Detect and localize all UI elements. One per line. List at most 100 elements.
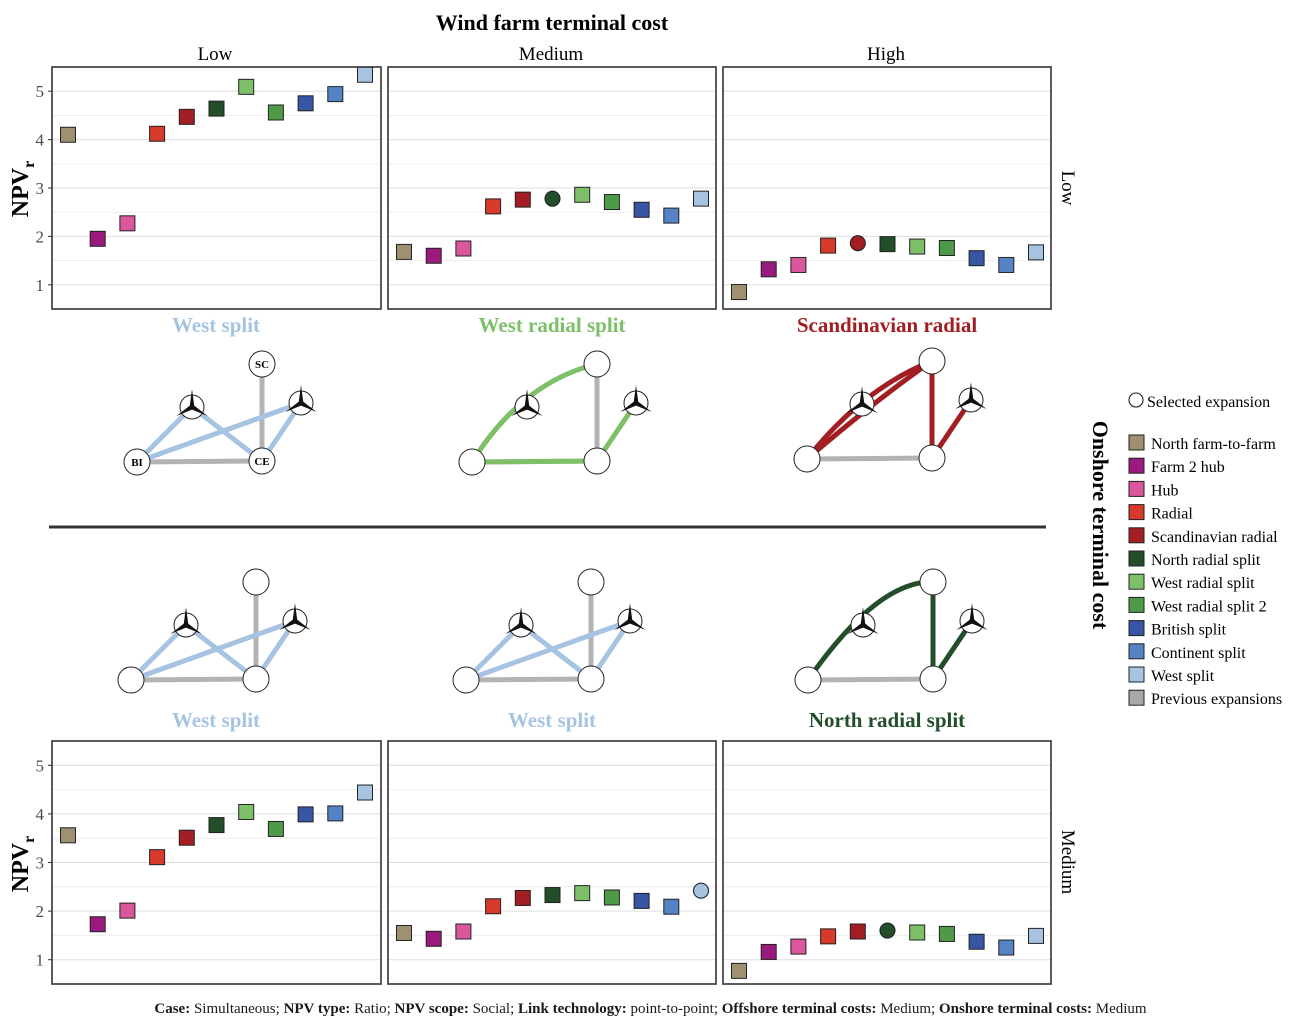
legend-label: Continent split <box>1151 645 1246 662</box>
row-label: Low <box>1057 171 1078 206</box>
panel-medium-medium <box>387 740 717 985</box>
turbine-icon <box>620 385 652 416</box>
y-tick-label: 1 <box>36 276 45 295</box>
footer-value: Social; <box>468 1001 518 1017</box>
turbine-icon <box>846 386 878 417</box>
selected-point <box>544 190 561 207</box>
data-point <box>60 126 76 143</box>
data-point <box>760 261 777 278</box>
turbine-icon <box>285 385 317 416</box>
footer-value: Medium <box>1092 1001 1147 1017</box>
data-point <box>820 928 837 945</box>
data-point <box>327 805 344 822</box>
legend-label: North farm-to-farm <box>1151 436 1276 453</box>
turbine-icon <box>511 389 543 420</box>
data-point <box>267 104 284 121</box>
network-node <box>918 444 946 472</box>
network-node <box>583 350 611 378</box>
data-point <box>297 806 314 823</box>
y-tick-label: 3 <box>36 179 45 198</box>
data-point <box>603 889 620 906</box>
data-point <box>485 198 502 215</box>
network-link <box>518 622 594 682</box>
data-point <box>693 190 709 207</box>
data-point <box>663 898 680 915</box>
selected-point <box>692 882 710 899</box>
network-node <box>117 666 145 694</box>
legend-swatch <box>1128 480 1145 497</box>
data-point <box>178 829 195 846</box>
network-node <box>577 568 605 596</box>
network-node <box>242 568 270 596</box>
data-point <box>633 201 650 218</box>
data-point <box>633 892 650 909</box>
network-link <box>128 618 298 683</box>
footer-value: Ratio; <box>350 1001 395 1017</box>
figure-title: Wind farm terminal cost <box>436 10 669 35</box>
y-tick-label: 3 <box>36 854 45 873</box>
y-axis-title: NPVr <box>8 161 38 217</box>
network-diagram <box>458 350 652 476</box>
column-label: Low <box>198 44 233 65</box>
network-link <box>189 404 265 464</box>
turbine-icon <box>505 607 537 638</box>
y-tick-label: 4 <box>36 805 45 824</box>
data-point <box>267 820 284 837</box>
data-point <box>909 238 926 255</box>
data-point <box>998 256 1015 273</box>
data-point <box>89 230 106 247</box>
network-diagram <box>793 347 987 473</box>
legend-swatch <box>1128 643 1145 660</box>
footer-value: Medium; <box>876 1001 939 1017</box>
right-axis-title: Onshore terminal cost <box>1088 421 1113 630</box>
data-point <box>238 78 255 95</box>
data-point <box>514 889 531 906</box>
network-node <box>452 666 480 694</box>
legend: Selected expansion North farm-to-farm Farm… <box>1128 392 1282 708</box>
footer-key: Link technology: <box>518 1001 627 1017</box>
data-point <box>731 284 747 301</box>
diagram-title: West split <box>508 708 596 732</box>
network-node <box>583 447 611 475</box>
node-label: CE <box>254 456 269 468</box>
network-diagram: BI CE SC <box>123 350 317 476</box>
data-point <box>938 240 955 257</box>
panel-medium-high <box>722 740 1052 985</box>
panel-low-medium <box>387 66 717 310</box>
y-tick-label: 2 <box>36 227 45 246</box>
network-diagram <box>117 568 311 694</box>
network-link <box>805 676 936 683</box>
legend-swatch <box>1128 573 1145 590</box>
legend-swatch <box>1128 504 1145 521</box>
legend-label: West radial split 2 <box>1151 598 1267 615</box>
column-label: Medium <box>519 44 584 65</box>
legend-label: Scandinavian radial <box>1151 529 1278 546</box>
data-point <box>790 256 807 273</box>
data-point <box>968 933 985 950</box>
data-point <box>297 95 314 112</box>
data-point <box>820 237 837 254</box>
legend-label: Farm 2 hub <box>1151 459 1225 476</box>
node-label: SC <box>255 359 269 371</box>
network-node <box>577 665 605 693</box>
network-node <box>919 568 947 596</box>
y-tick-label: 1 <box>36 951 45 970</box>
data-point <box>455 923 472 940</box>
data-point <box>149 849 166 866</box>
network-node <box>242 665 270 693</box>
data-point <box>849 923 866 940</box>
panel-low-low: 1 2 3 4 5 <box>36 66 382 310</box>
caption-footer: Case: Simultaneous; NPV type: Ratio; NPV… <box>0 1001 1301 1018</box>
turbine-icon <box>170 607 202 638</box>
y-axis-title: NPVr <box>8 836 38 892</box>
legend-swatch <box>1128 527 1145 544</box>
legend-swatch <box>1128 550 1145 567</box>
panel-low-high <box>722 66 1052 310</box>
legend-swatch <box>1128 434 1145 451</box>
legend-label: Previous expansions <box>1151 691 1282 708</box>
network-link <box>134 400 304 465</box>
diagram-title: North radial split <box>809 708 965 732</box>
footer-key: NPV type: <box>283 1001 351 1017</box>
network-node <box>794 666 822 694</box>
